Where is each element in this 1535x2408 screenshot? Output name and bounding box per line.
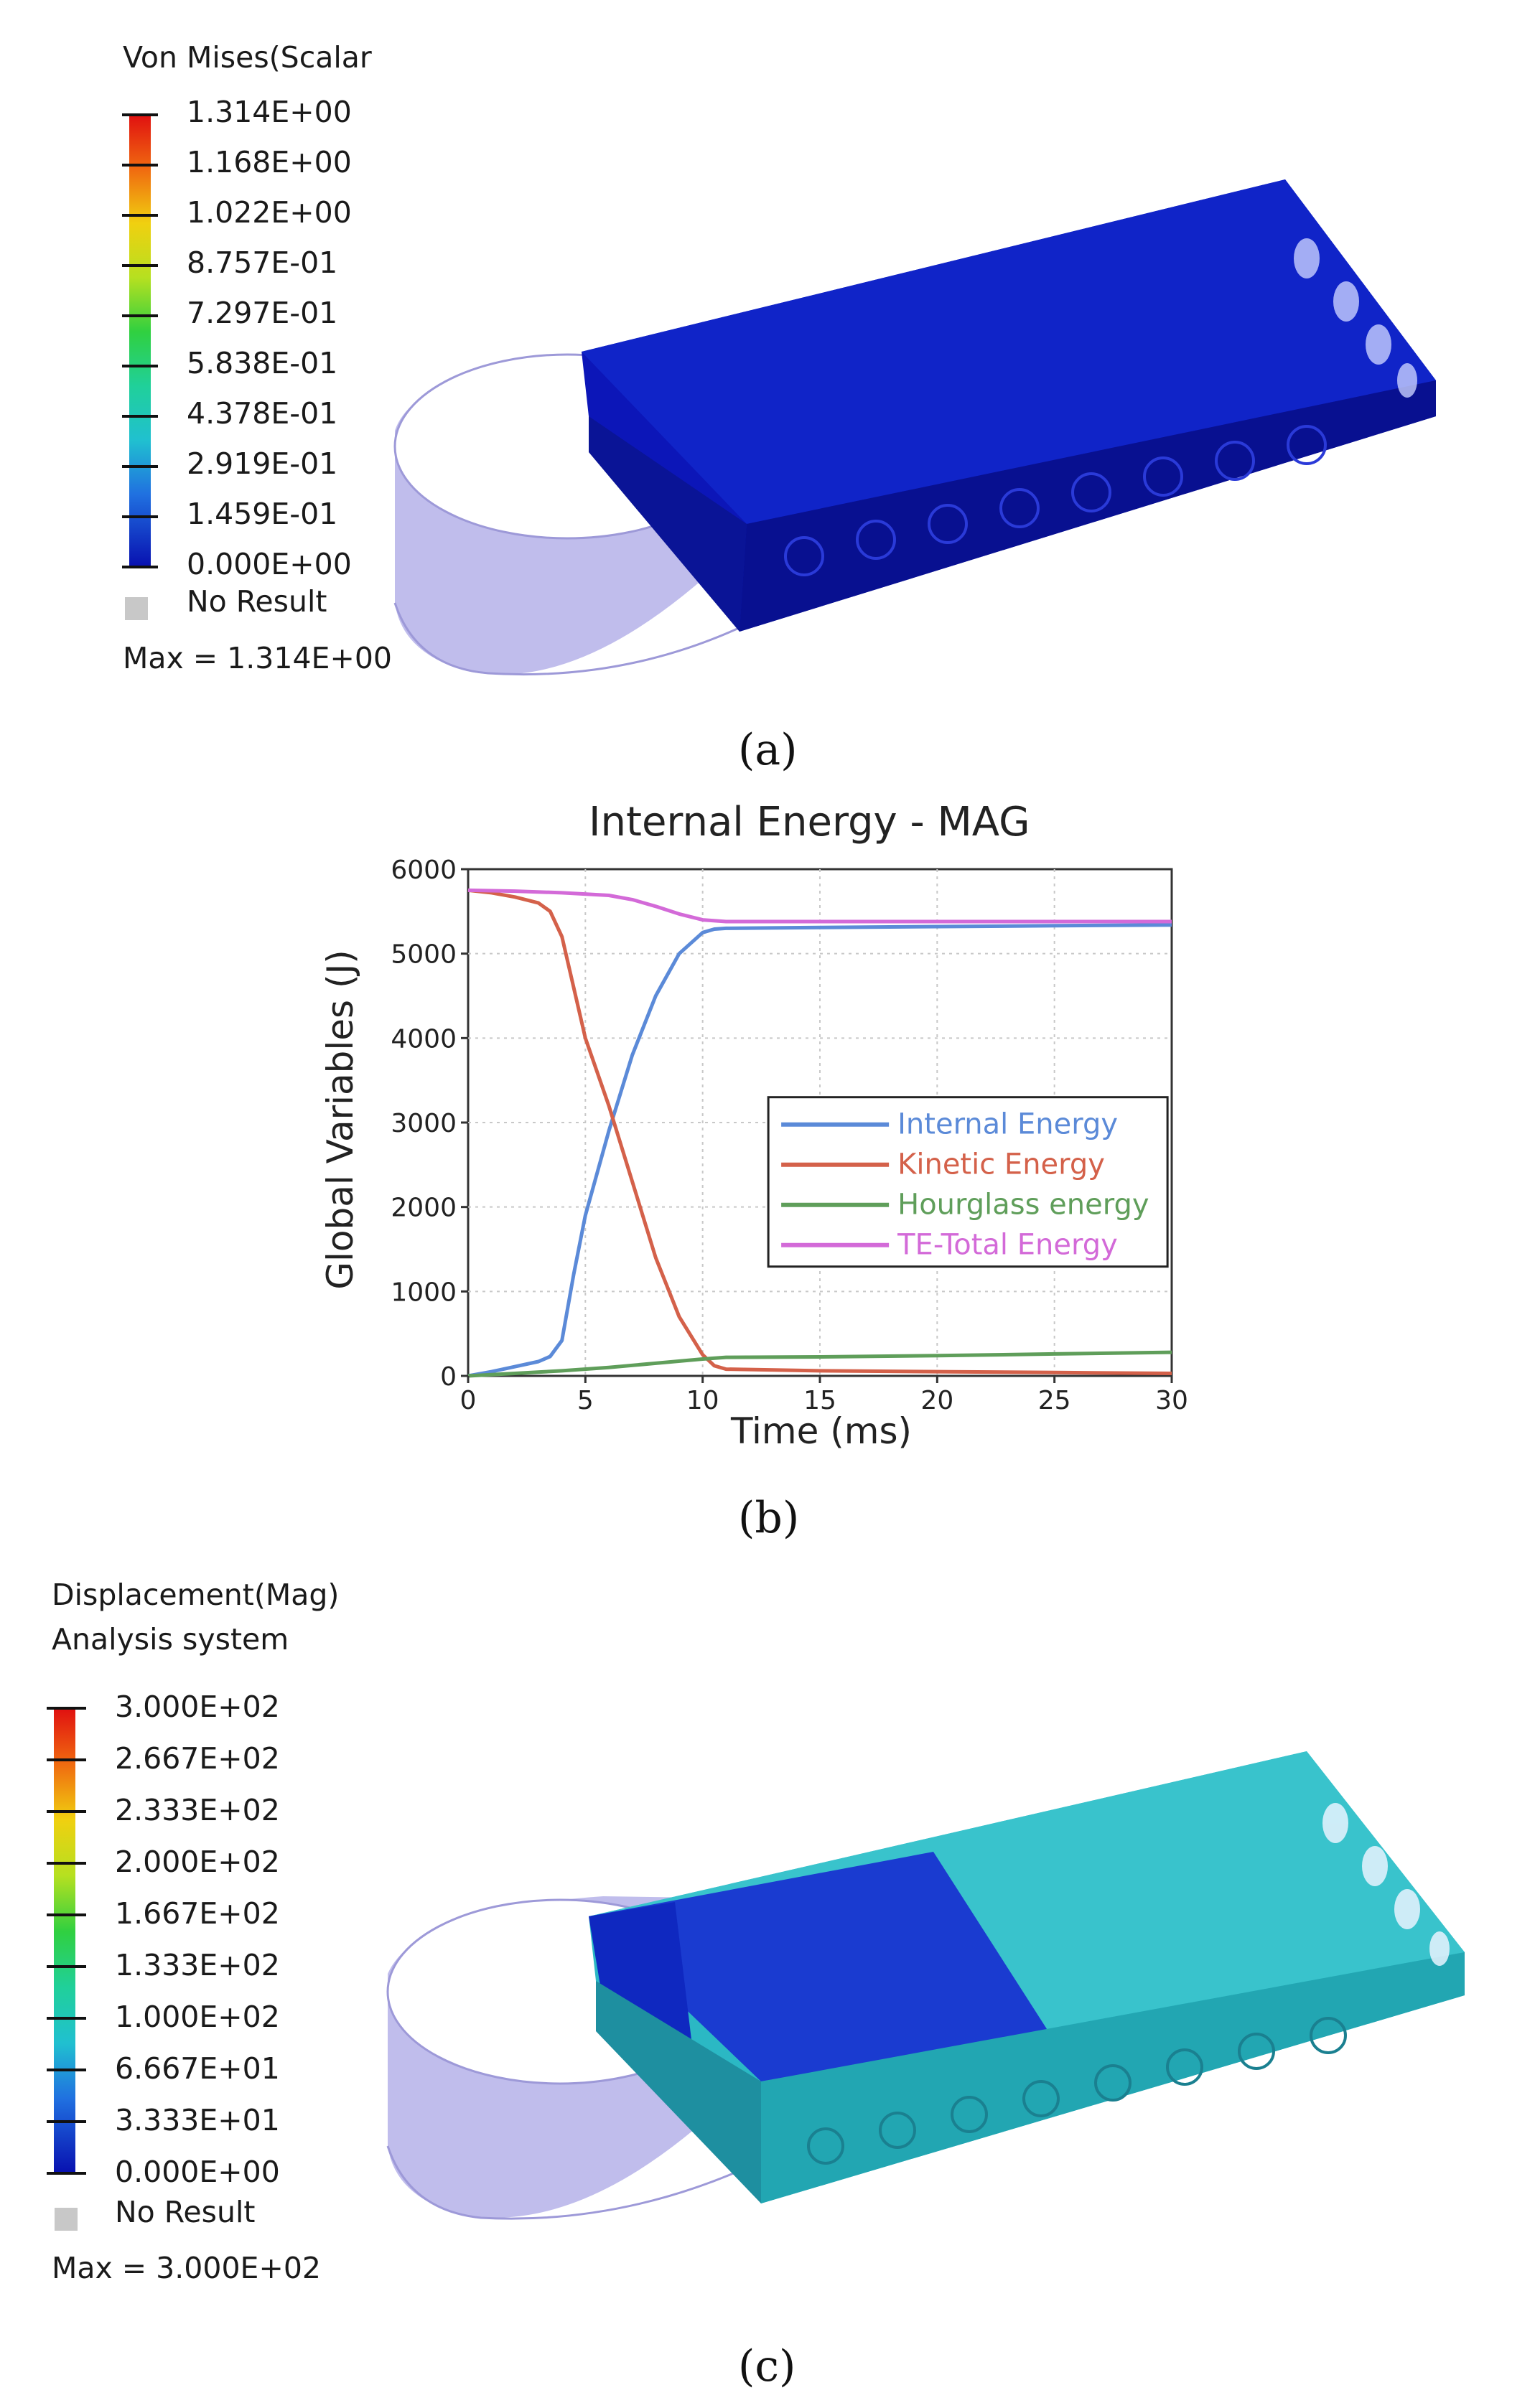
y-tick-label: 4000	[391, 1024, 457, 1054]
no-result-label: No Result	[115, 2195, 256, 2229]
tray-model	[582, 179, 1436, 632]
series-line-hourglass-energy	[467, 1350, 1172, 1378]
legend-entry-label: TE-Total Energy	[897, 1229, 1118, 1262]
chart-title: Internal Energy - MAG	[589, 799, 1030, 845]
vonmises-level-label: 1.168E+00	[187, 145, 352, 179]
vonmises-model-render	[393, 179, 1436, 676]
displacement-level-label: 2.333E+02	[115, 1793, 280, 1827]
x-tick-label: 0	[460, 1386, 477, 1415]
y-tick-label: 2000	[391, 1194, 457, 1223]
displacement-level-label: 6.667E+01	[115, 2051, 280, 2086]
series-lines	[467, 888, 1172, 1378]
vonmises-gradient-bar	[129, 115, 151, 567]
x-tick-label: 20	[920, 1386, 953, 1415]
displacement-tick-marks	[47, 1707, 86, 2175]
x-tick-label: 10	[686, 1386, 719, 1415]
vonmises-tick-marks	[122, 113, 158, 568]
series-line-internal-energy	[467, 923, 1172, 1378]
displacement-level-label: 2.000E+02	[115, 1845, 280, 1879]
vonmises-level-label: 8.757E-01	[187, 245, 338, 280]
max-value-label: Max = 3.000E+02	[52, 2251, 321, 2285]
series-line-kinetic-energy	[467, 888, 1172, 1375]
displacement-legend-subtitle: Analysis system	[52, 1622, 289, 1657]
x-tick-labels: 0 5 10 15 20 25 30	[460, 1376, 1188, 1415]
tray-model	[589, 1751, 1465, 2203]
vonmises-level-label: 0.000E+00	[187, 547, 352, 581]
y-tick-label: 6000	[391, 856, 457, 885]
displacement-legend-title: Displacement(Mag)	[52, 1578, 340, 1612]
displacement-level-label: 1.333E+02	[115, 1948, 280, 1982]
displacement-model-render	[386, 1751, 1465, 2220]
no-result-swatch	[125, 597, 148, 620]
caption-c: (c)	[738, 2341, 796, 2391]
vonmises-level-label: 2.919E-01	[187, 446, 338, 481]
displacement-gradient-bar	[54, 1708, 75, 2173]
vonmises-level-label: 1.459E-01	[187, 497, 338, 531]
displacement-level-label: 0.000E+00	[115, 2155, 280, 2189]
y-tick-label: 3000	[391, 1109, 457, 1138]
displacement-level-label: 1.000E+02	[115, 2000, 280, 2034]
displacement-level-label: 1.667E+02	[115, 1896, 280, 1931]
energy-chart: 0 5 10 15 20 25 30 0 1000 2000 3000 4000 5000 6000 I…	[391, 856, 1188, 1415]
y-axis-label: Global Variables (J)	[319, 950, 361, 1290]
vonmises-level-label: 7.297E-01	[187, 296, 338, 330]
y-tick-label: 1000	[391, 1278, 457, 1307]
legend-entry-label: Kinetic Energy	[897, 1148, 1105, 1181]
vonmises-level-label: 1.022E+00	[187, 195, 352, 230]
y-tick-labels: 0 1000 2000 3000 4000 5000 6000	[391, 856, 468, 1392]
displacement-colorbar	[47, 1707, 86, 2175]
max-value-label: Max = 1.314E+00	[123, 641, 392, 675]
y-tick-label: 5000	[391, 940, 457, 970]
displacement-level-label: 3.000E+02	[115, 1690, 280, 1724]
x-tick-label: 25	[1038, 1386, 1071, 1415]
displacement-level-label: 3.333E+01	[115, 2103, 280, 2137]
no-result-label: No Result	[187, 584, 327, 619]
y-tick-label: 0	[440, 1362, 457, 1392]
caption-b: (b)	[738, 1493, 800, 1543]
vonmises-level-label: 1.314E+00	[187, 95, 352, 129]
chart-legend: Internal Energy Kinetic Energy Hourglass e…	[767, 1096, 1169, 1268]
caption-a: (a)	[738, 725, 798, 775]
x-tick-label: 30	[1155, 1386, 1188, 1415]
no-result-swatch	[55, 2208, 78, 2231]
legend-entry-label: Hourglass energy	[897, 1189, 1149, 1222]
vonmises-level-label: 5.838E-01	[187, 346, 338, 380]
displacement-level-label: 2.667E+02	[115, 1741, 280, 1776]
x-axis-label: Time (ms)	[731, 1410, 913, 1452]
legend-entry-label: Internal Energy	[897, 1108, 1118, 1141]
series-line-te-total-energy	[467, 888, 1172, 924]
x-tick-label: 15	[803, 1386, 836, 1415]
x-tick-label: 5	[577, 1386, 594, 1415]
vonmises-level-label: 4.378E-01	[187, 396, 338, 431]
vonmises-legend-title: Von Mises(Scalar	[123, 40, 372, 75]
vonmises-colorbar	[122, 113, 158, 568]
